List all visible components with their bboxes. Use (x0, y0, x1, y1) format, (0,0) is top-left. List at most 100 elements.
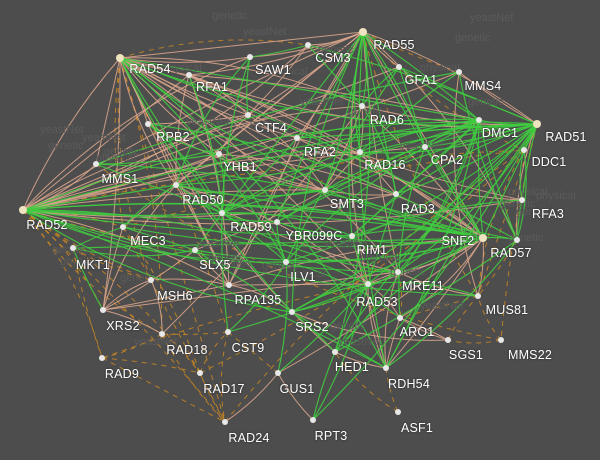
edge-genetic[interactable] (395, 123, 538, 195)
edge-genetic[interactable] (188, 74, 223, 214)
edge-physical[interactable] (119, 57, 369, 285)
edge-physical[interactable] (175, 74, 190, 186)
edge-genetic[interactable] (285, 146, 426, 263)
edge-genetic[interactable] (351, 235, 369, 285)
edge-physical[interactable] (119, 57, 249, 116)
edge-physical[interactable] (334, 351, 387, 369)
edge-physical[interactable] (228, 237, 484, 286)
edge-genetic[interactable] (221, 31, 364, 214)
edge-genetic[interactable] (367, 281, 479, 297)
edge-genetic[interactable] (277, 283, 369, 374)
graph-node[interactable] (273, 218, 281, 226)
edge-genetic[interactable] (285, 261, 401, 319)
edge-yeastNet[interactable] (447, 295, 479, 341)
edge-genetic[interactable] (95, 153, 220, 165)
graph-node[interactable] (185, 71, 193, 79)
edge-yeastNet[interactable] (500, 123, 538, 341)
edge-genetic[interactable] (516, 149, 527, 241)
edge-genetic[interactable] (147, 123, 397, 195)
edge-physical[interactable] (188, 74, 230, 286)
edge-genetic[interactable] (221, 212, 278, 223)
edge-physical[interactable] (359, 151, 484, 239)
edge-genetic[interactable] (398, 66, 480, 121)
edge-genetic[interactable] (276, 123, 538, 223)
graph-node[interactable] (18, 205, 28, 215)
graph-node[interactable] (497, 336, 505, 344)
edge-yeastNet[interactable] (220, 331, 229, 423)
edge-physical[interactable] (147, 123, 326, 191)
graph-node[interactable] (158, 330, 166, 338)
graph-node[interactable] (444, 336, 452, 344)
edge-genetic[interactable] (227, 261, 287, 333)
edge-yeastNet[interactable] (227, 331, 279, 374)
graph-node[interactable] (455, 68, 463, 76)
edge-genetic[interactable] (521, 123, 538, 201)
edge-genetic[interactable] (22, 209, 399, 273)
graph-node[interactable] (304, 41, 312, 49)
edge-genetic[interactable] (221, 212, 353, 237)
graph-node[interactable] (394, 408, 402, 416)
edge-yeastNet[interactable] (22, 149, 525, 211)
edge-yeastNet[interactable] (122, 149, 525, 228)
edge-genetic[interactable] (72, 226, 124, 249)
graph-node[interactable] (532, 119, 542, 129)
graph-node[interactable] (98, 354, 106, 362)
edge-genetic[interactable] (194, 212, 223, 251)
edge-yeastNet[interactable] (385, 367, 399, 413)
edge-genetic[interactable] (221, 212, 399, 273)
edge-genetic[interactable] (249, 44, 309, 58)
graph-node[interactable] (115, 53, 125, 63)
edge-genetic[interactable] (72, 247, 196, 257)
edge-yeastNet[interactable] (114, 57, 124, 228)
edge-yeastNet[interactable] (161, 331, 229, 335)
edge-genetic[interactable] (334, 119, 480, 353)
graph-node[interactable] (421, 143, 429, 151)
edge-genetic[interactable] (359, 119, 480, 153)
edge-genetic[interactable] (276, 221, 353, 237)
edge-physical[interactable] (367, 283, 387, 369)
edge-yeastNet[interactable] (122, 226, 226, 423)
graph-node[interactable] (396, 314, 404, 322)
edge-genetic[interactable] (22, 209, 479, 297)
edge-genetic[interactable] (362, 31, 484, 239)
edge-genetic[interactable] (119, 57, 287, 263)
edge-yeastNet[interactable] (119, 39, 309, 59)
graph-node[interactable] (246, 53, 254, 61)
edge-genetic[interactable] (398, 146, 426, 319)
edge-genetic[interactable] (424, 119, 480, 148)
edge-physical[interactable] (277, 237, 484, 374)
edge-physical[interactable] (119, 57, 177, 186)
edge-physical[interactable] (218, 114, 249, 155)
edge-yeastNet[interactable] (447, 339, 502, 344)
edge-physical[interactable] (22, 74, 190, 211)
edge-physical[interactable] (102, 284, 230, 311)
edge-physical[interactable] (175, 184, 230, 286)
edge-genetic[interactable] (367, 193, 397, 285)
graph-node[interactable] (395, 63, 403, 71)
edge-genetic[interactable] (277, 261, 288, 374)
edge-yeastNet[interactable] (22, 209, 201, 374)
edge-genetic[interactable] (175, 56, 251, 186)
edge-genetic[interactable] (22, 209, 353, 237)
graph-node[interactable] (474, 292, 482, 300)
edge-yeastNet[interactable] (199, 372, 226, 423)
edge-physical[interactable] (277, 372, 314, 421)
graph-node[interactable] (92, 160, 100, 168)
graph-node[interactable] (191, 246, 199, 254)
edge-genetic[interactable] (362, 31, 426, 148)
edge-genetic[interactable] (307, 44, 363, 107)
edge-genetic[interactable] (119, 57, 484, 239)
edge-genetic[interactable] (312, 283, 369, 421)
edge-genetic[interactable] (175, 119, 480, 186)
edge-physical[interactable] (150, 279, 163, 335)
edge-physical[interactable] (122, 31, 364, 228)
edge-physical[interactable] (188, 74, 484, 239)
graph-node[interactable] (478, 233, 488, 243)
edge-genetic[interactable] (361, 66, 400, 107)
edge-genetic[interactable] (334, 283, 369, 353)
edge-yeastNet[interactable] (95, 163, 502, 341)
edge-genetic[interactable] (291, 311, 387, 369)
graph-node[interactable] (69, 244, 77, 252)
graph-node[interactable] (288, 308, 296, 316)
edge-genetic[interactable] (358, 31, 387, 369)
